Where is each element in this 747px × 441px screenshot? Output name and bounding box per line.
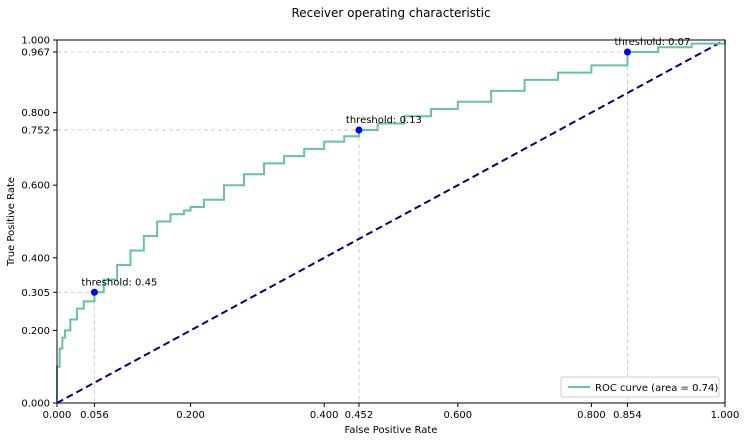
threshold-annotation-1: threshold: 0.13 xyxy=(346,115,422,126)
y-axis-label: True Positive Rate xyxy=(6,177,17,267)
x-axis-ticks: 0.000 0.056 0.200 0.400 0.452 0.600 0.800 0.854… xyxy=(43,403,740,421)
x-tick-label-3: 0.400 xyxy=(310,410,339,421)
legend-box xyxy=(560,376,720,398)
y-tick-label-8: 1.000 xyxy=(21,36,50,47)
threshold-annotation-2: threshold: 0.07 xyxy=(614,37,690,48)
x-tick-label-1: 0.056 xyxy=(80,410,109,421)
x-tick-label-7: 0.854 xyxy=(613,410,642,421)
roc-curve-line xyxy=(56,40,726,403)
y-tick-label-0: 0.000 xyxy=(21,399,50,410)
x-tick-label-5: 0.600 xyxy=(443,410,472,421)
x-tick-label-6: 0.800 xyxy=(577,410,606,421)
threshold-marker-1 xyxy=(355,126,363,134)
legend-label-roc: ROC curve (area = 0.74) xyxy=(595,383,718,394)
plot-frame xyxy=(56,39,726,404)
x-axis-label: False Positive Rate xyxy=(345,425,438,436)
y-tick-label-7: 0.967 xyxy=(21,47,50,58)
y-tick-label-4: 0.600 xyxy=(21,181,50,192)
chart-title: Receiver operating characteristic xyxy=(291,6,490,20)
x-tick-label-0: 0.000 xyxy=(43,410,72,421)
threshold-markers: threshold: 0.45 threshold: 0.13 threshold:… xyxy=(81,37,690,296)
roc-curve-layer xyxy=(56,40,726,403)
threshold-marker-2 xyxy=(623,48,631,56)
threshold-guides xyxy=(57,51,628,403)
threshold-marker-0 xyxy=(90,288,98,296)
y-tick-label-3: 0.400 xyxy=(21,253,50,264)
y-tick-label-2: 0.305 xyxy=(21,288,50,299)
y-tick-label-6: 0.800 xyxy=(21,108,50,119)
x-tick-label-2: 0.200 xyxy=(176,410,205,421)
x-tick-label-4: 0.452 xyxy=(345,410,374,421)
chance-diagonal xyxy=(56,39,726,404)
diagonal-line xyxy=(56,39,726,404)
y-tick-label-5: 0.752 xyxy=(21,126,50,137)
x-tick-label-8: 1.000 xyxy=(711,410,740,421)
y-axis-ticks: 0.000 0.200 0.305 0.400 0.600 0.752 0.800 0.967… xyxy=(21,36,57,410)
threshold-annotation-0: threshold: 0.45 xyxy=(81,277,157,288)
y-tick-label-1: 0.200 xyxy=(21,326,50,337)
legend: ROC curve (area = 0.74) xyxy=(560,376,720,398)
